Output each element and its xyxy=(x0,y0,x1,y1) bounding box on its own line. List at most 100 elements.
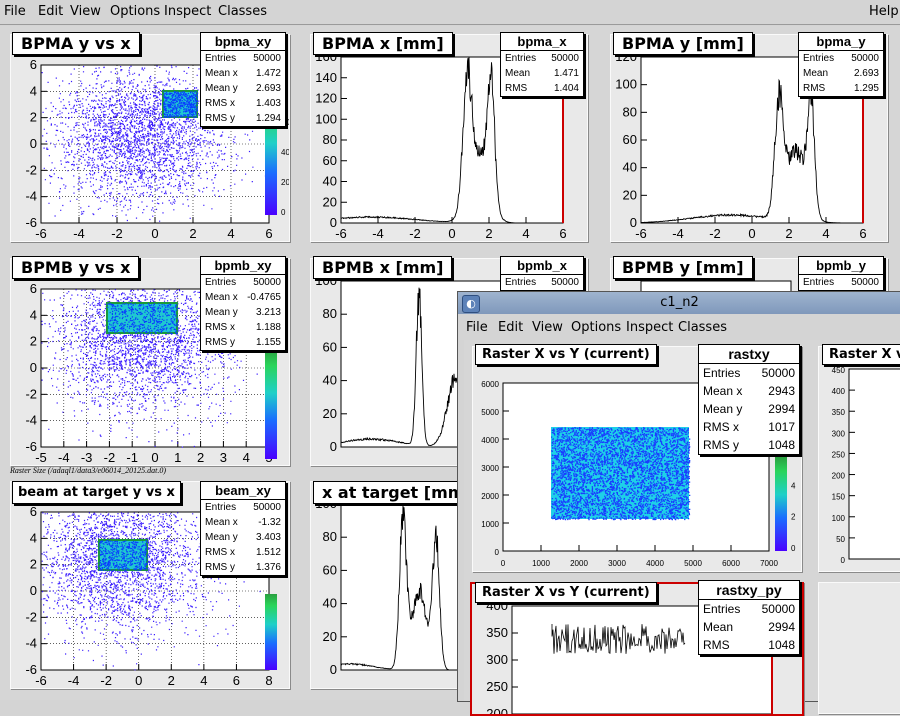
y-tick-label: 20 xyxy=(323,629,337,644)
pad-title: beam at target y vs x xyxy=(12,481,181,504)
x-tick-label: -2 xyxy=(100,673,112,688)
plot-frame xyxy=(848,368,900,560)
y-tick-label: 80 xyxy=(323,132,337,147)
x-tick-label: 3000 xyxy=(608,559,626,568)
pad-title: x at target [mm] xyxy=(313,481,481,504)
color-scale-label: 4 xyxy=(791,481,796,490)
x-tick-label: 2 xyxy=(189,226,196,241)
menu-classes[interactable]: Classes xyxy=(678,320,727,335)
window-titlebar[interactable]: ◐ c1_n2 xyxy=(458,292,900,314)
y-tick-label: 20 xyxy=(323,194,337,209)
menu-edit[interactable]: Edit xyxy=(498,320,524,335)
y-tick-label: -2 xyxy=(25,162,37,177)
y-tick-label: 200 xyxy=(832,472,846,481)
raster-xy-2-plot: 450 400 350 300 250 200 150 100 50 0 xyxy=(832,366,900,565)
pad-title: BPMB x [mm] xyxy=(313,256,453,279)
x-tick-label: 1000 xyxy=(532,559,550,568)
stats-name: bpma_xy xyxy=(201,33,285,51)
y-tick-label: 40 xyxy=(323,596,337,611)
x-tick-label: -6 xyxy=(35,673,47,688)
menu-file[interactable]: File xyxy=(4,4,26,19)
pad-title: BPMA y [mm] xyxy=(613,32,753,55)
color-scale-bar xyxy=(775,457,787,551)
projection-line xyxy=(551,624,686,654)
x-tick-label: 3 xyxy=(220,450,227,465)
stats-box-bpma-y: bpma_y Entries 50000 Mean 2.693 RMS 1.295 xyxy=(798,32,884,97)
y-tick-label: 0 xyxy=(630,215,637,230)
y-tick-label: 2 xyxy=(30,110,37,125)
hot-region-points xyxy=(163,91,199,119)
y-tick-label: 1000 xyxy=(481,520,499,529)
menu-options[interactable]: Options xyxy=(110,4,161,19)
color-scale-label: 0 xyxy=(281,208,286,217)
x-tick-label: 0 xyxy=(151,450,158,465)
hot-region-points xyxy=(107,303,178,335)
x-tick-label: 6 xyxy=(265,226,272,241)
y-tick-label: 60 xyxy=(623,132,637,147)
x-tick-label: 5000 xyxy=(684,559,702,568)
pad-raster-xy[interactable]: 0 1000 2000 3000 4000 5000 6000 7000 6000 5000 400… xyxy=(472,346,802,572)
menu-options[interactable]: Options xyxy=(571,320,622,335)
x-tick-label: -4 xyxy=(58,450,70,465)
menu-help[interactable]: Help xyxy=(869,4,899,19)
menu-view[interactable]: View xyxy=(70,4,101,19)
menu-inspect[interactable]: Inspect xyxy=(626,320,674,335)
menu-edit[interactable]: Edit xyxy=(38,4,64,19)
x-tick-label: 4 xyxy=(243,450,250,465)
y-tick-label: 0 xyxy=(495,548,500,557)
x-tick-label: 0 xyxy=(448,226,455,241)
y-tick-label: 60 xyxy=(323,339,337,354)
x-tick-label: 1 xyxy=(174,450,181,465)
y-tick-label: 140 xyxy=(315,70,337,85)
x-tick-label: 4 xyxy=(822,226,829,241)
pad-title: Raster X vs Y (current) xyxy=(475,344,657,365)
window-canvas[interactable]: 0 1000 2000 3000 4000 5000 6000 7000 6000 5000 400… xyxy=(464,340,900,716)
y-tick-label: 20 xyxy=(323,406,337,421)
y-tick-label: 2000 xyxy=(481,492,499,501)
y-tick-label: 80 xyxy=(323,529,337,544)
raster-points xyxy=(551,427,691,521)
scatter-points xyxy=(41,289,266,448)
color-scale-bar xyxy=(265,349,277,459)
stats-box-bpmb-x: bpmb_x Entries 50000 xyxy=(500,256,584,291)
y-tick-label: 120 xyxy=(315,91,337,106)
window-c1-n2[interactable]: ◐ c1_n2 File Edit View Options Inspect C… xyxy=(457,291,900,716)
x-tick-label: 2 xyxy=(485,226,492,241)
menu-view[interactable]: View xyxy=(532,320,563,335)
x-tick-label: -2 xyxy=(409,226,421,241)
x-tick-label: -5 xyxy=(35,450,47,465)
y-tick-label: 0 xyxy=(30,136,37,151)
pad-title: Raster X vs Y xyxy=(822,344,900,365)
menu-classes[interactable]: Classes xyxy=(218,4,267,19)
y-tick-label: -6 xyxy=(25,215,37,230)
window-menu-bar: File Edit View Options Inspect Classes xyxy=(458,316,900,338)
x-tick-label: 2 xyxy=(785,226,792,241)
x-tick-label: 2000 xyxy=(570,559,588,568)
y-tick-label: 2 xyxy=(30,334,37,349)
pad-raster-xy-2[interactable]: 450 400 350 300 250 200 150 100 50 0 xyxy=(818,346,900,572)
y-tick-label: 40 xyxy=(323,174,337,189)
pad-title: BPMA y vs x xyxy=(12,32,140,55)
menu-file[interactable]: File xyxy=(466,320,488,335)
y-tick-label: 100 xyxy=(832,514,846,523)
y-tick-label: 40 xyxy=(323,373,337,388)
x-tick-label: 7000 xyxy=(760,559,778,568)
y-tick-label: 300 xyxy=(486,652,508,667)
hot-region-points xyxy=(99,540,149,572)
scatter-points xyxy=(41,65,267,222)
x-tick-label: -6 xyxy=(635,226,647,241)
menu-inspect[interactable]: Inspect xyxy=(164,4,212,19)
y-tick-label: 2 xyxy=(30,557,37,572)
y-tick-label: 6000 xyxy=(481,380,499,389)
x-tick-label: -6 xyxy=(35,226,47,241)
y-tick-label: 0 xyxy=(841,556,846,565)
x-tick-label: 6 xyxy=(859,226,866,241)
x-tick-label: -1 xyxy=(126,450,138,465)
x-tick-label: 6 xyxy=(559,226,566,241)
x-tick-label: 6000 xyxy=(722,559,740,568)
color-scale-label: 2 xyxy=(791,513,796,522)
y-tick-label: 20 xyxy=(623,187,637,202)
